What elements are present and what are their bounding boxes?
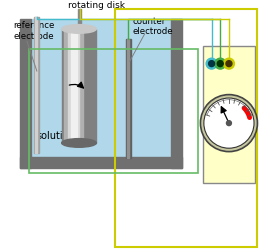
Bar: [34, 17, 39, 153]
Bar: [62, 29, 96, 143]
Bar: [35, 17, 37, 153]
Bar: [64, 29, 83, 143]
Bar: [71, 29, 77, 143]
Circle shape: [204, 98, 254, 148]
Text: counter
electrode: counter electrode: [132, 17, 173, 36]
Circle shape: [217, 61, 223, 67]
Bar: [20, 19, 31, 168]
Circle shape: [215, 58, 226, 69]
Bar: [127, 39, 129, 158]
Circle shape: [209, 61, 215, 67]
Bar: [20, 156, 182, 168]
Circle shape: [206, 58, 217, 69]
Text: volts: volts: [218, 170, 240, 179]
Bar: [31, 19, 171, 156]
Text: rotating disk: rotating disk: [68, 1, 125, 10]
Bar: [203, 46, 255, 183]
Ellipse shape: [62, 139, 96, 147]
Bar: [78, 9, 82, 143]
Text: solution: solution: [37, 131, 76, 141]
Bar: [68, 29, 79, 143]
Text: reference
electrode: reference electrode: [13, 21, 55, 41]
Circle shape: [224, 58, 234, 69]
Circle shape: [226, 61, 232, 67]
Bar: [171, 19, 182, 168]
Bar: [126, 39, 131, 158]
Ellipse shape: [62, 25, 96, 33]
Circle shape: [200, 94, 257, 152]
Circle shape: [227, 121, 231, 125]
